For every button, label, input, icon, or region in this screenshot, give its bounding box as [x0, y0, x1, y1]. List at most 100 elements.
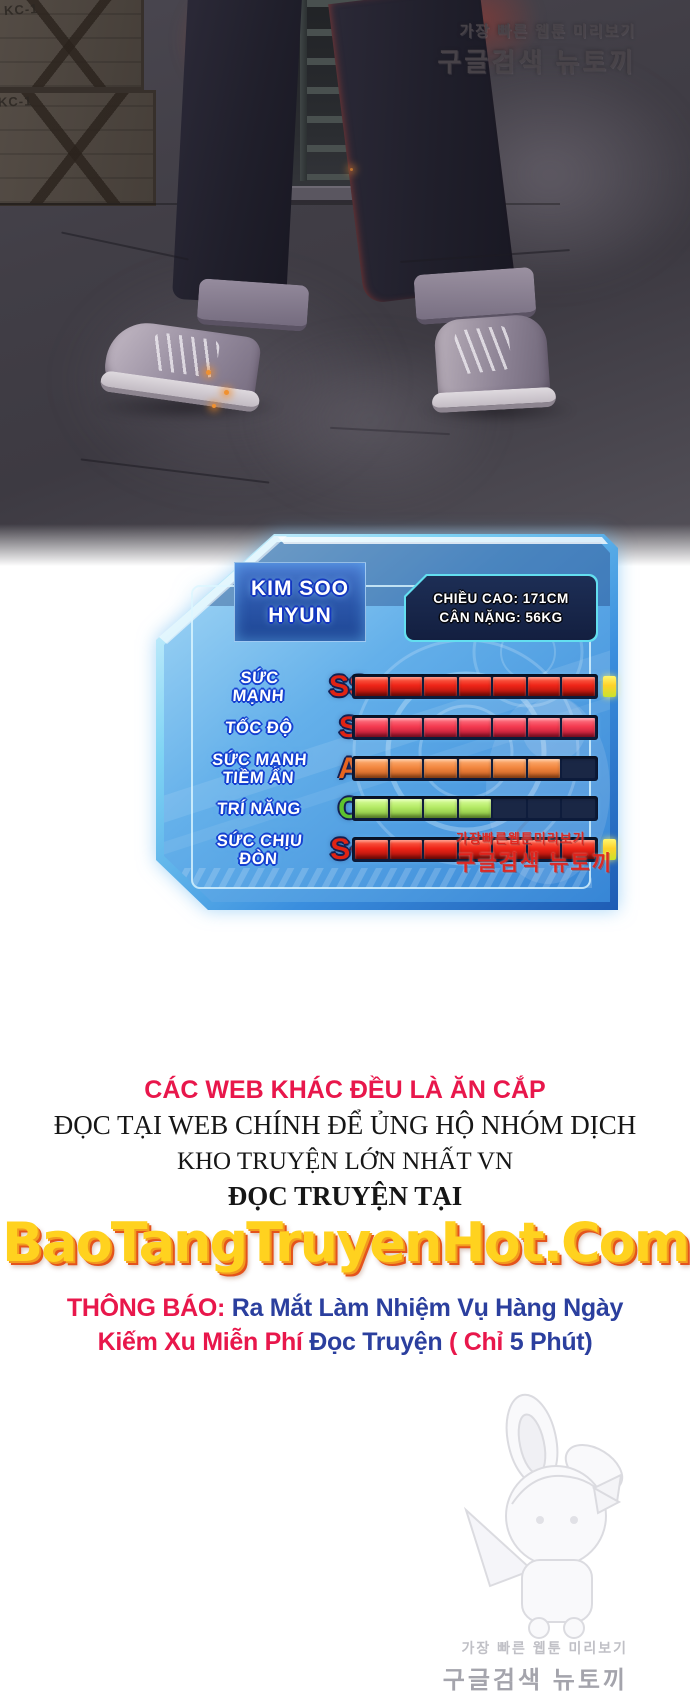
notice-text: Đọc Truyện: [309, 1328, 450, 1356]
character-name-line2: HYUN: [268, 604, 332, 627]
watermark-text: 가장 빠른 웹툰 미리보기: [461, 1640, 628, 1656]
wooden-crates: KC-1 KC-1: [0, 0, 162, 208]
comic-artwork-scene: KC-1 KC-1 가장 빠른 웹툰 미리보기 구글검색 뉴토: [0, 0, 690, 572]
watermark-text: 구글검색 뉴토끼: [456, 852, 614, 875]
watermark-text: 구글검색 뉴토끼: [437, 47, 636, 77]
body-info-box: CHIỀU CAO: 171CM CÂN NẶNG: 56KG: [404, 574, 598, 642]
stat-label-line: SỨC MẠNH: [211, 751, 308, 769]
stat-label: SỨC MẠNH: [189, 669, 330, 705]
stat-label-line: SỨC CHỊU: [216, 832, 304, 850]
notice-line-2: Kiếm Xu Miễn Phí Đọc Truyện ( Chỉ 5 Phút…: [0, 1328, 690, 1357]
stat-bar-segment: [527, 718, 561, 737]
promo-line-support: ĐỌC TẠI WEB CHÍNH ĐỂ ỦNG HỘ NHÓM DỊCH: [53, 1110, 637, 1140]
website-domain-text: BaoTangTruyenHot.Com: [2, 1211, 690, 1274]
notice-text: ( Chỉ: [449, 1328, 510, 1356]
promo-headline: CÁC WEB KHÁC ĐỀU LÀ ĂN CẮP: [144, 1076, 546, 1104]
stat-bar-segment: [458, 718, 492, 737]
pant-cuff: [196, 278, 310, 332]
height-value: CHIỀU CAO: 171CM: [433, 591, 569, 606]
character-name-line1: KIM SOO: [250, 577, 349, 600]
notice-line-1: THÔNG BÁO: Ra Mắt Làm Nhiệm Vụ Hàng Ngày: [0, 1294, 690, 1323]
ember-spark: [206, 370, 211, 375]
notice-label: THÔNG BÁO:: [66, 1294, 226, 1322]
ladder-rail: [300, 0, 307, 181]
stat-bar-segment: [389, 799, 423, 818]
stat-row: SỨC MẠNH TIỀM ẨN A: [156, 746, 618, 791]
stat-bar-segment: [562, 718, 596, 737]
floor-crack: [61, 231, 189, 261]
site-watermark-on-panel: 가장빠른웹툰미리보기 구글검색 뉴토끼: [456, 828, 676, 877]
stat-bar-segment: [355, 840, 388, 859]
stat-bar-segment: [389, 840, 423, 859]
character-status-panel: KIM SOO HYUN CHIỀU CAO: 171CM CÂN NẶNG: …: [156, 534, 618, 910]
stat-bar-segment: [527, 799, 561, 818]
stat-label: TỐC ĐỘ: [189, 719, 328, 737]
stat-bar-segment: [424, 799, 457, 818]
watermark-text: 가장빠른웹툰미리보기: [456, 831, 586, 846]
stat-label-line: ĐÒN: [238, 850, 279, 868]
stat-bar-segment: [562, 677, 596, 696]
stat-bar-segment: [527, 759, 561, 778]
stat-row: SỨC MẠNH SS: [156, 664, 618, 709]
watermark-text: 구글검색 뉴토끼: [442, 1667, 628, 1694]
character-name-plate: KIM SOO HYUN: [234, 562, 366, 642]
weight-value: CÂN NẶNG: 56KG: [439, 610, 563, 625]
stat-bar-segment: [424, 718, 457, 737]
stat-label-line: TIỀM ẨN: [222, 769, 295, 787]
stat-label: TRÍ NĂNG: [189, 800, 328, 818]
stat-label-line: TỐC ĐỘ: [224, 719, 294, 737]
stat-bar-segment: [424, 677, 457, 696]
stat-bar-segment: [389, 759, 423, 778]
stat-bar-segment: [527, 677, 561, 696]
stat-row: TỐC ĐỘ S: [156, 705, 618, 750]
stat-bar: [352, 715, 598, 740]
overflow-cap: [603, 839, 616, 860]
stat-bar-segment: [389, 677, 423, 696]
overflow-cap: [603, 676, 616, 697]
ember-spark: [224, 390, 229, 395]
notice-text: Ra Mắt Làm Nhiệm Vụ Hàng Ngày: [231, 1294, 624, 1322]
stat-bar-segment: [458, 759, 492, 778]
shoe-laces: [453, 325, 513, 375]
ember-spark: [350, 168, 353, 171]
stat-label-line: MẠNH: [231, 687, 285, 705]
crate-stamp-text: KC-1: [3, 0, 39, 19]
bunny-mascot-sketch: [444, 1388, 669, 1655]
notice-text: 5 Phút): [509, 1328, 593, 1356]
stat-bar-segment: [493, 799, 526, 818]
stat-bar-segment: [562, 799, 596, 818]
stat-bar-segment: [389, 718, 423, 737]
stat-row: TRÍ NĂNG C: [156, 786, 618, 831]
stat-label-line: TRÍ NĂNG: [216, 800, 302, 818]
stat-bar-segment: [424, 840, 457, 859]
stat-bar-segment: [562, 759, 596, 778]
character-left-leg: [172, 0, 302, 305]
stat-bar: [352, 837, 598, 862]
site-watermark-bottom: 가장 빠른 웹툰 미리보기 구글검색 뉴토끼: [443, 1638, 628, 1695]
ember-spark: [212, 404, 216, 408]
stat-bar-segment: [458, 840, 492, 859]
stat-bar-segment: [458, 677, 492, 696]
stat-bar-segment: [355, 718, 388, 737]
stat-bar: [352, 756, 598, 781]
stat-bar-segment: [355, 799, 388, 818]
notice-text: Kiếm Xu Miễn Phí: [97, 1328, 310, 1356]
stat-bar-segment: [424, 759, 457, 778]
stat-bar-segment: [562, 840, 596, 859]
site-watermark-top: 가장 빠른 웹툰 미리보기 구글검색 뉴토끼: [437, 20, 636, 79]
stat-bar-segment: [458, 799, 492, 818]
stat-row: SỨC CHỊU ĐÒN S+: [156, 827, 618, 872]
crate: [0, 0, 144, 90]
stat-bar-segment: [493, 677, 526, 696]
stat-bar-segment: [355, 677, 388, 696]
stat-bar-segment: [355, 759, 388, 778]
crate: [0, 90, 156, 206]
stat-label: SỨC MẠNH TIỀM ẨN: [189, 751, 330, 787]
stat-label-line: SỨC: [239, 669, 280, 687]
body-info-box-inner: CHIỀU CAO: 171CM CÂN NẶNG: 56KG: [406, 576, 596, 640]
stat-bar-segment: [493, 718, 526, 737]
promo-line-library: KHO TRUYỆN LỚN NHẤT VN: [176, 1148, 514, 1175]
promo-line-readat: ĐỌC TRUYỆN TẠI: [227, 1181, 463, 1211]
stat-bar: [352, 796, 598, 821]
